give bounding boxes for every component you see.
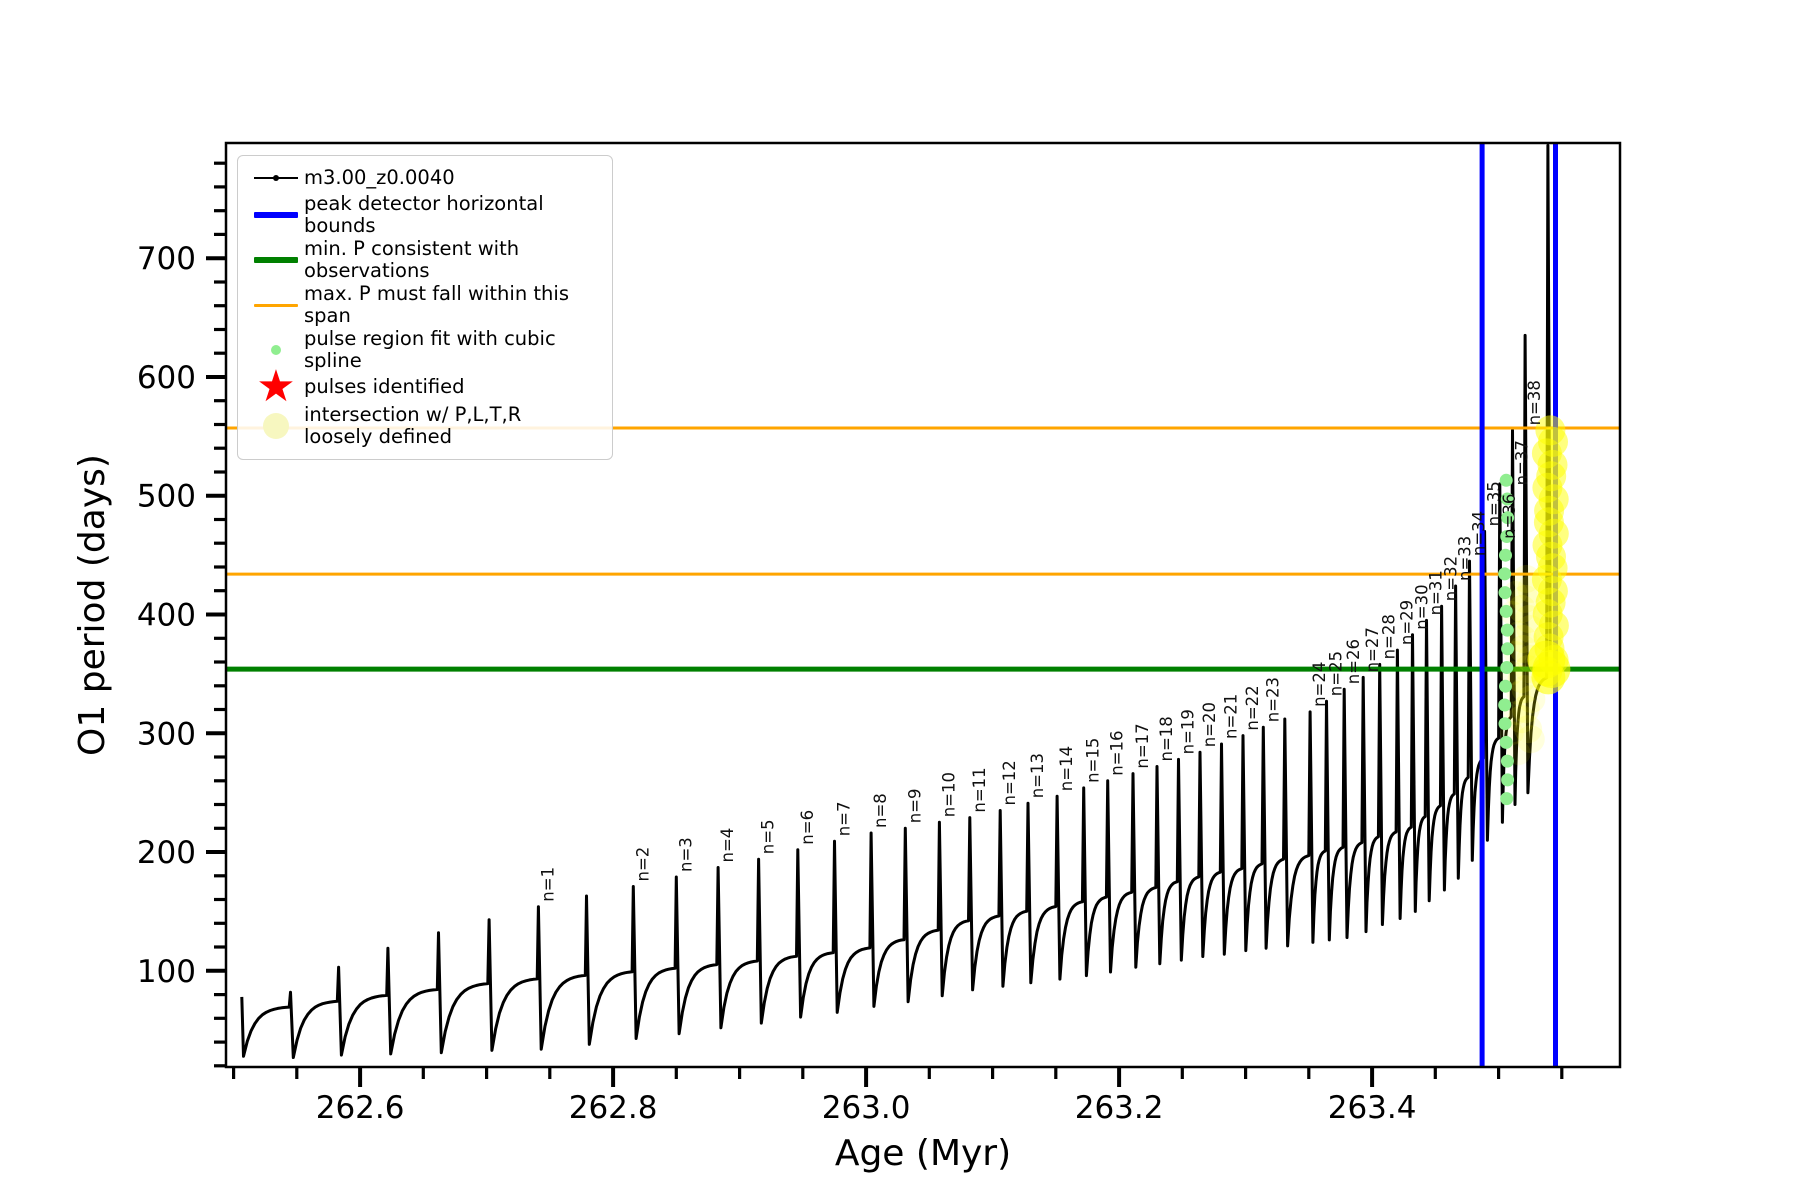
pulse-label-n36: n=36 (1500, 494, 1519, 539)
pulse-label-n15: n=15 (1084, 738, 1103, 783)
plot-spines (224, 141, 1622, 1069)
y-axis-label: O1 period (days) (72, 454, 113, 756)
pulse-label-n32: n=32 (1442, 556, 1461, 601)
legend-item-4: pulse region fit with cubic spline (248, 326, 602, 373)
legend-label: max. P must fall within this span (304, 281, 569, 328)
legend-item-6: intersection w/ P,L,T,R loosely defined (248, 402, 602, 450)
pulse-label-n31: n=31 (1427, 570, 1446, 615)
legend-item-3: max. P must fall within this span (248, 281, 602, 328)
y-tick-label: 300 (137, 716, 196, 752)
blue-line-icon (248, 212, 304, 219)
pulse-label-n29: n=29 (1397, 600, 1416, 645)
legend-label: pulses identified (304, 375, 465, 399)
yellow-dot-icon (248, 413, 304, 440)
intersection-region-pale (1499, 564, 1546, 766)
x-tick-label: 262.6 (316, 1090, 405, 1126)
x-axis-label: Age (Myr) (835, 1133, 1011, 1174)
pulse-label-n28: n=28 (1380, 614, 1399, 659)
legend-item-1: peak detector horizontal bounds (248, 192, 602, 238)
pulse-label-n27: n=27 (1363, 627, 1382, 672)
pulse-label-n13: n=13 (1028, 753, 1047, 798)
legend-item-5: ★ pulses identified (248, 361, 602, 413)
orange-line-icon (248, 303, 304, 307)
line-marker-icon (248, 175, 304, 181)
legend-label: m3.00_z0.0040 (304, 165, 455, 189)
x-tick-label: 263.4 (1328, 1090, 1417, 1126)
green-dot-icon (248, 344, 304, 355)
x-tick-label: 263.0 (822, 1090, 911, 1126)
pulse-label-n19: n=19 (1179, 709, 1198, 754)
legend-label: min. P consistent with observations (304, 236, 520, 283)
y-tick-label: 600 (137, 360, 196, 396)
legend-label: intersection w/ P,L,T,R loosely defined (304, 402, 522, 449)
spline-fit-dots (1498, 473, 1515, 806)
x-tick-label: 262.8 (569, 1090, 658, 1126)
intersection-region-bright (1527, 415, 1571, 695)
y-tick-label: 100 (137, 954, 196, 990)
x-tick-label: 263.2 (1075, 1090, 1164, 1126)
pulse-label-n17: n=17 (1133, 723, 1152, 768)
pulse-track-curve (240, 143, 1552, 1059)
pulse-labels: n=1 n=2 n=3 n=4 n=5 n=6 n=7 n=8 n=9 n=10 n=11 n=12 n… (538, 380, 1544, 902)
pulse-label-n10: n=10 (939, 772, 958, 817)
pulse-label-n34: n=34 (1470, 511, 1489, 556)
y-tick-label: 200 (137, 835, 196, 871)
pulse-label-n12: n=12 (1000, 760, 1019, 805)
green-line-icon (248, 257, 304, 264)
pulse-label-n14: n=14 (1057, 746, 1076, 791)
pulse-label-n20: n=20 (1200, 702, 1219, 747)
pulse-label-n2: n=2 (633, 847, 652, 882)
pulse-label-n23: n=23 (1263, 677, 1282, 722)
red-star-icon: ★ (256, 361, 296, 413)
pulse-label-n4: n=4 (718, 828, 737, 863)
pulse-label-n7: n=7 (835, 802, 854, 837)
pulse-label-n11: n=11 (970, 767, 989, 812)
pulse-label-n16: n=16 (1108, 731, 1127, 776)
pulse-label-n1: n=1 (538, 867, 557, 902)
y-tick-label: 700 (137, 241, 196, 277)
pulse-label-n9: n=9 (905, 789, 924, 824)
legend-label: pulse region fit with cubic spline (304, 326, 556, 372)
legend-item-2: min. P consistent with observations (248, 236, 602, 283)
axis-ticks: 262.6 262.8 263.0 263.2 263.4 100 200 300 400 500… (137, 161, 1564, 1126)
pulse-label-n26: n=26 (1344, 639, 1363, 684)
pulse-label-n22: n=22 (1243, 685, 1262, 730)
pulse-label-n8: n=8 (871, 793, 890, 828)
pulse-label-n21: n=21 (1222, 694, 1241, 739)
y-tick-label: 500 (137, 479, 196, 515)
legend-label: peak detector horizontal bounds (304, 192, 544, 238)
pulse-label-n18: n=18 (1157, 716, 1176, 761)
pulse-label-n24: n=24 (1310, 662, 1329, 707)
y-tick-label: 400 (137, 598, 196, 634)
pulse-label-n5: n=5 (759, 819, 778, 854)
pulse-label-n3: n=3 (676, 837, 695, 872)
pulse-label-n25: n=25 (1327, 651, 1346, 696)
pulse-label-n6: n=6 (798, 810, 817, 845)
pulse-label-n38: n=38 (1525, 380, 1544, 425)
pulse-label-n33: n=33 (1456, 536, 1475, 581)
pulse-label-n30: n=30 (1413, 584, 1432, 629)
legend-item-0: m3.00_z0.0040 (248, 163, 602, 193)
pulse-label-n35: n=35 (1485, 481, 1504, 526)
pulse-label-n37: n=37 (1513, 440, 1532, 485)
